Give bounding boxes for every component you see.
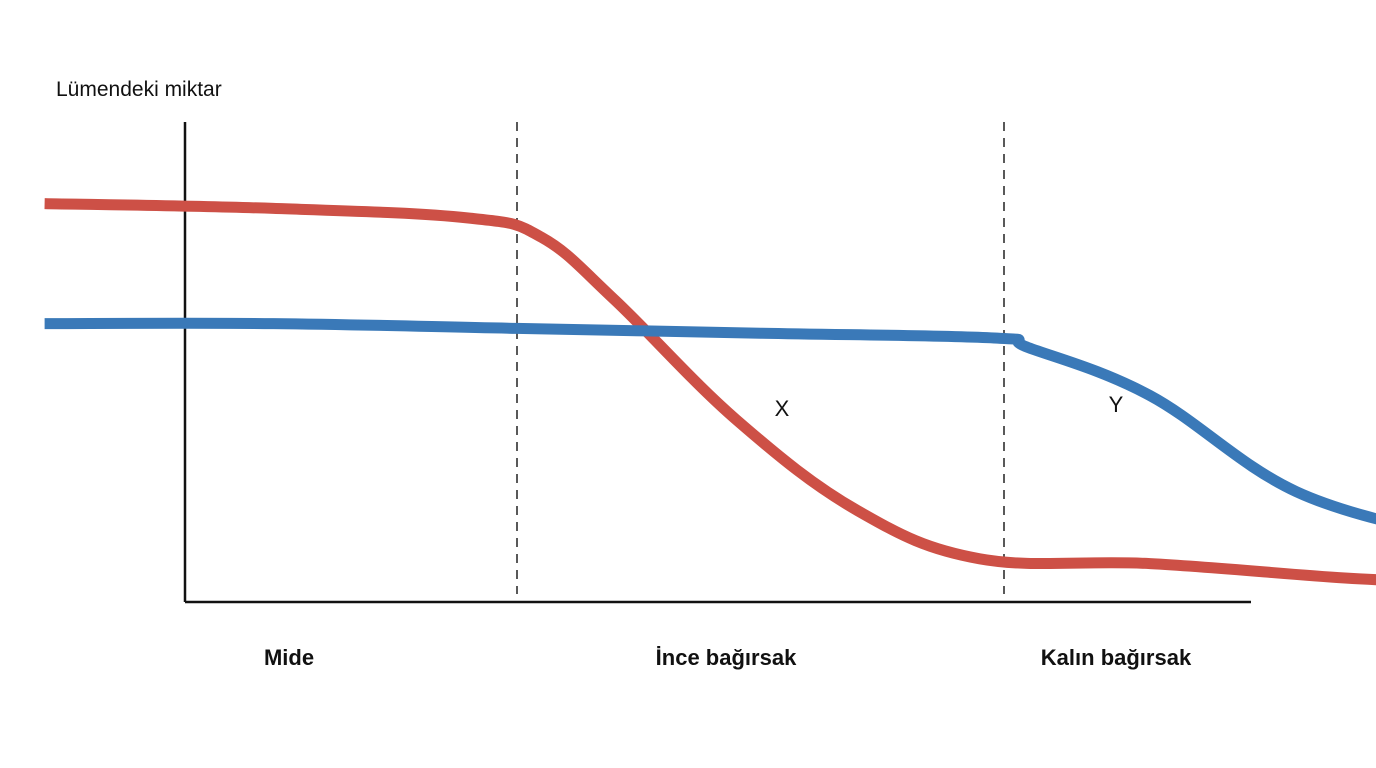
region-label-kalin-bagirsak: Kalın bağırsak bbox=[1041, 645, 1192, 670]
series-layer bbox=[44, 198, 1376, 586]
series-line-y bbox=[44, 317, 1376, 525]
series-label-y: Y bbox=[1109, 392, 1124, 417]
y-axis-label: Lümendeki miktar bbox=[56, 78, 222, 101]
region-boundaries bbox=[516, 122, 1005, 594]
region-label-mide: Mide bbox=[264, 645, 314, 670]
series-line-x bbox=[44, 198, 1376, 586]
region-label-ince-bagirsak: İnce bağırsak bbox=[656, 645, 797, 670]
series-label-x: X bbox=[775, 396, 790, 421]
